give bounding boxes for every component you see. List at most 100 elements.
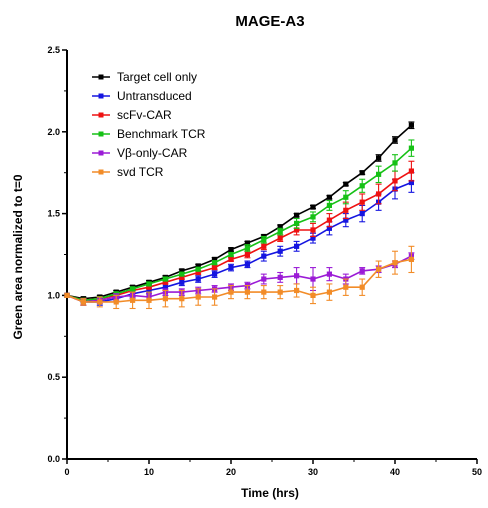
data-point: [343, 207, 349, 213]
legend-label: Vβ-only-CAR: [117, 146, 188, 160]
data-point: [294, 273, 300, 279]
y-tick-label: 0.0: [47, 454, 60, 464]
data-point: [261, 253, 267, 259]
data-point: [310, 292, 316, 298]
data-point: [392, 160, 398, 166]
data-point: [228, 264, 234, 271]
data-point: [294, 243, 300, 249]
x-tick-label: 0: [64, 467, 69, 477]
data-point: [212, 260, 218, 266]
data-point: [244, 289, 250, 295]
data-point: [392, 260, 398, 266]
data-point: [244, 261, 250, 267]
data-point: [162, 296, 168, 302]
data-point: [179, 296, 185, 302]
data-point: [326, 271, 332, 277]
legend-marker: [98, 131, 104, 137]
data-point: [212, 264, 218, 271]
data-point: [359, 170, 365, 176]
data-point: [80, 299, 86, 305]
data-point: [376, 155, 382, 161]
legend: Target cell only Untransduced scFv-CAR Benc…: [92, 70, 206, 179]
chart-title: MAGE-A3: [235, 13, 304, 30]
data-point: [162, 279, 168, 285]
data-point: [244, 245, 250, 251]
data-point: [359, 183, 365, 189]
x-tick-label: 50: [472, 467, 482, 477]
data-point: [146, 281, 152, 287]
data-point: [294, 220, 300, 227]
data-point: [277, 228, 283, 235]
data-point: [359, 211, 365, 217]
data-point: [228, 256, 234, 263]
data-point: [261, 289, 267, 295]
data-point: [261, 276, 267, 282]
data-point: [343, 284, 349, 290]
legend-label: Target cell only: [117, 70, 197, 84]
data-point: [146, 297, 152, 303]
data-point: [326, 289, 332, 295]
series-line: [66, 147, 412, 302]
data-point: [310, 227, 316, 233]
plot-area: [64, 121, 415, 310]
data-point: [212, 271, 218, 277]
data-point: [146, 287, 152, 294]
data-point: [277, 289, 283, 295]
data-point: [195, 276, 201, 282]
data-point: [294, 287, 300, 294]
data-point: [179, 271, 185, 277]
data-point: [277, 224, 283, 230]
data-point: [64, 292, 70, 298]
series-5: [64, 245, 415, 310]
data-point: [244, 240, 250, 246]
legend-label: Untransduced: [117, 89, 192, 103]
legend-label: Benchmark TCR: [117, 127, 206, 141]
legend-marker: [98, 112, 104, 118]
data-point: [408, 179, 414, 186]
data-point: [310, 235, 316, 241]
legend-label: svd TCR: [117, 165, 164, 179]
data-point: [130, 286, 136, 292]
series-line: [66, 170, 412, 302]
data-point: [294, 212, 300, 218]
data-point: [359, 284, 365, 290]
data-point: [277, 235, 283, 241]
data-point: [343, 194, 349, 200]
y-tick-label: 2.0: [47, 127, 60, 137]
data-point: [277, 248, 283, 254]
data-point: [228, 246, 234, 253]
data-point: [408, 122, 414, 128]
data-point: [228, 251, 234, 258]
data-point: [343, 181, 349, 187]
legend-label: scFv-CAR: [117, 108, 172, 122]
data-point: [228, 289, 234, 295]
data-point: [212, 256, 218, 263]
data-point: [97, 299, 103, 305]
y-tick-label: 1.5: [47, 209, 60, 219]
axes: 0 10 20 30 40 50 0.0 0.5 1.0 1.5 2.0 2.5: [47, 45, 482, 477]
y-tick-label: 1.0: [47, 290, 60, 300]
data-point: [179, 274, 185, 281]
data-point: [130, 297, 136, 303]
series-line: [66, 255, 412, 303]
legend-marker: [98, 150, 104, 156]
data-point: [195, 294, 201, 300]
data-point: [261, 237, 267, 243]
data-point: [326, 194, 332, 200]
x-tick-label: 40: [390, 467, 400, 477]
data-point: [179, 268, 185, 274]
data-point: [326, 225, 332, 231]
legend-marker: [98, 74, 104, 80]
data-point: [376, 191, 382, 197]
data-point: [310, 276, 316, 282]
data-point: [408, 256, 414, 263]
data-point: [310, 214, 316, 220]
y-tick-label: 2.5: [47, 45, 60, 55]
data-point: [359, 268, 365, 274]
data-point: [343, 217, 349, 223]
data-point: [376, 171, 382, 177]
data-point: [195, 269, 201, 276]
data-point: [162, 284, 168, 290]
series-line: [66, 124, 412, 300]
data-point: [277, 274, 283, 281]
